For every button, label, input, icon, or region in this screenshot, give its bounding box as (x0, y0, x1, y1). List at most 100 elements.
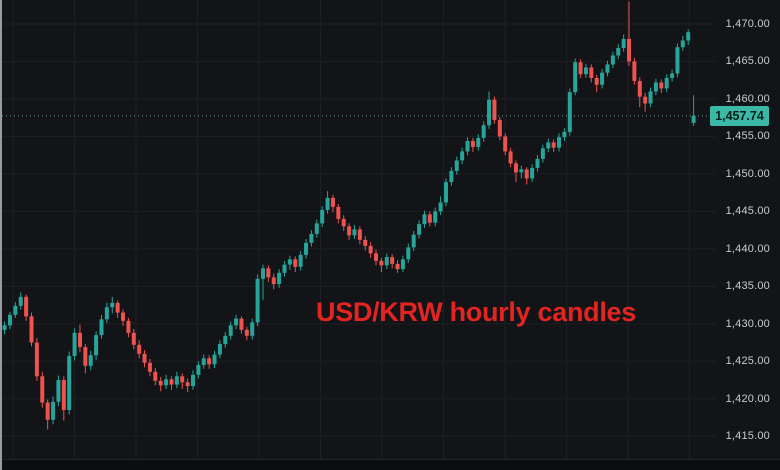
candle (374, 249, 379, 266)
current-price-label: 1,457.74 (710, 105, 769, 126)
candle (153, 368, 158, 386)
candle (632, 57, 637, 85)
candle (207, 355, 212, 369)
price-axis[interactable]: 1,470.00 1,465.00 1,460.00 1,455.00 1,450.00… (705, 0, 780, 459)
candle (675, 43, 680, 78)
candle (643, 92, 648, 112)
candle (174, 371, 179, 389)
candle (325, 191, 330, 214)
price-axis-tick: 1,455.00 (725, 130, 770, 143)
candle (293, 256, 298, 273)
candle (244, 326, 249, 341)
candle (309, 230, 314, 247)
candle (438, 196, 443, 216)
candle (513, 160, 518, 183)
candle (470, 137, 475, 153)
candle (530, 164, 535, 183)
candle (384, 253, 389, 270)
price-axis-tick: 1,420.00 (725, 392, 770, 405)
candle (433, 207, 438, 227)
price-axis-tick: 1,460.00 (725, 92, 770, 105)
candle (271, 273, 276, 290)
price-axis-tick: 1,440.00 (725, 242, 770, 255)
candle (196, 361, 201, 379)
candle (191, 370, 195, 390)
candle (481, 121, 486, 142)
candle (557, 133, 562, 152)
candle (234, 314, 239, 330)
price-axis-tick: 1,430.00 (725, 317, 770, 330)
candle (422, 210, 427, 228)
candle (223, 332, 228, 348)
candle (255, 274, 260, 327)
candle (304, 239, 309, 259)
price-axis-tick: 1,470.00 (725, 17, 770, 30)
candle (29, 312, 34, 347)
candle (368, 242, 373, 258)
price-axis-tick: 1,465.00 (725, 55, 770, 68)
candle (621, 34, 626, 52)
candle (314, 219, 319, 238)
candle (578, 59, 583, 78)
price-axis-tick: 1,445.00 (725, 205, 770, 218)
candle (616, 44, 621, 60)
candle (287, 255, 292, 270)
candle (454, 156, 459, 175)
candle (567, 88, 572, 136)
candle (169, 376, 174, 390)
candle (77, 324, 82, 353)
candle (45, 399, 50, 430)
candle (594, 74, 599, 93)
candle (266, 265, 271, 282)
candle (61, 376, 66, 421)
candle (653, 78, 658, 96)
candle (282, 260, 287, 277)
candle (540, 144, 545, 163)
price-axis-tick: 1,415.00 (725, 430, 770, 443)
candle (330, 194, 335, 213)
candle (664, 74, 669, 93)
candle (277, 269, 282, 288)
candle (56, 375, 61, 407)
price-axis-tick: 1,425.00 (725, 355, 770, 368)
candle (126, 317, 131, 338)
candle (492, 96, 497, 124)
candle (158, 377, 163, 392)
candle (551, 139, 556, 153)
candle (648, 87, 653, 108)
candle (400, 255, 405, 273)
candle (395, 260, 400, 273)
candle (212, 350, 217, 369)
candle (7, 311, 12, 330)
candle (352, 224, 357, 240)
current-price-value: 1,457.74 (715, 108, 764, 123)
candle (427, 211, 432, 227)
candle (83, 344, 88, 374)
candle (40, 371, 45, 408)
time-axis[interactable] (2, 459, 780, 470)
candle (104, 302, 109, 324)
candle (110, 296, 115, 314)
candle (357, 226, 362, 245)
candle (487, 91, 492, 129)
candle (519, 165, 524, 179)
candle (94, 331, 99, 360)
candle (164, 374, 169, 390)
chart-annotation: USD/KRW hourly candles (316, 297, 636, 327)
candle (260, 264, 265, 300)
candle (88, 350, 93, 371)
candle (476, 134, 481, 151)
candle (605, 60, 610, 77)
candle (497, 116, 502, 141)
candle (627, 1, 632, 66)
candle (573, 58, 578, 96)
candle (51, 396, 56, 425)
candle (24, 294, 29, 321)
candle (239, 316, 244, 334)
candle (686, 29, 691, 45)
candle (336, 203, 341, 224)
candle (406, 243, 411, 264)
candle (610, 51, 615, 69)
